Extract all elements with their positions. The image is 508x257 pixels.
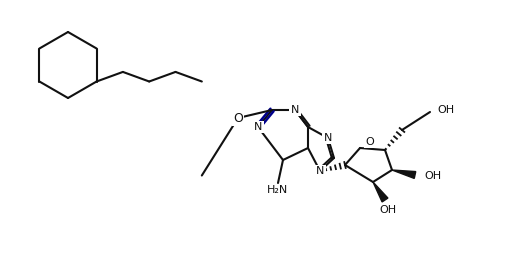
Text: O: O — [233, 112, 243, 124]
Text: H₂N: H₂N — [267, 185, 289, 195]
Text: N: N — [324, 133, 332, 143]
Text: N: N — [254, 122, 262, 132]
Text: OH: OH — [379, 205, 397, 215]
Polygon shape — [392, 170, 416, 178]
Text: O: O — [366, 137, 374, 147]
Text: OH: OH — [437, 105, 455, 115]
Polygon shape — [373, 182, 388, 202]
Text: N: N — [316, 166, 324, 176]
Text: OH: OH — [425, 171, 441, 181]
Text: N: N — [291, 105, 299, 115]
